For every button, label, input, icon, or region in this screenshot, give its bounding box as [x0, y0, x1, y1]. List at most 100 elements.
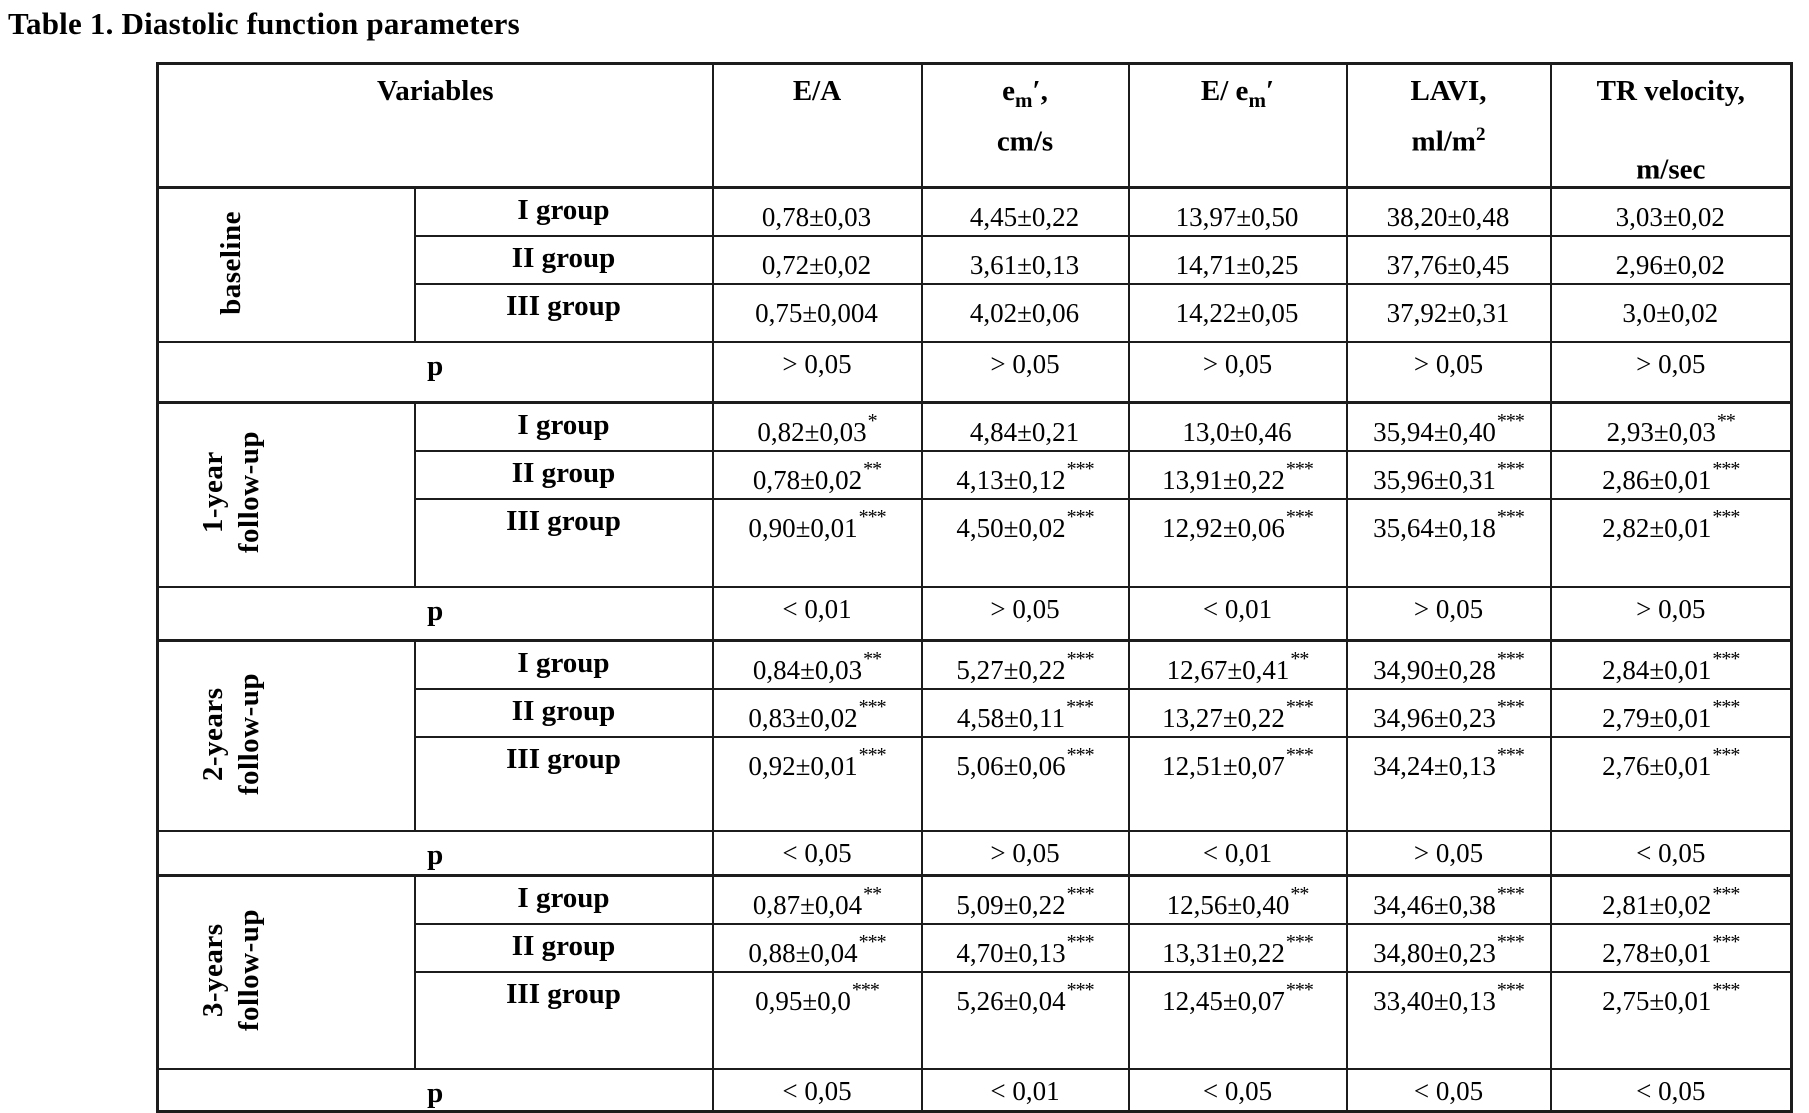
col-header-em: em′, cm/s — [920, 62, 1130, 189]
value-cell: 4,45±0,22 — [920, 186, 1130, 238]
significance-stars: *** — [1496, 696, 1525, 719]
value-cell: 3,0±0,02 — [1549, 283, 1793, 344]
group-cell: II group — [413, 688, 714, 739]
value-cell: 34,80±0,23*** — [1345, 922, 1552, 973]
significance-stars: *** — [1066, 505, 1095, 528]
value-text: 3,0±0,02 — [1622, 298, 1719, 329]
value-cell: 2,76±0,01*** — [1549, 736, 1793, 833]
p-value-cell: > 0,05 — [1549, 341, 1793, 404]
value-cell: 12,67±0,41** — [1127, 639, 1348, 691]
section-label-followup-1y: 1-year follow-up — [156, 401, 416, 588]
p-label-cell: p — [156, 585, 714, 642]
value-text: 2,76±0,01 — [1602, 751, 1712, 782]
col-header-text: LAVI, — [1410, 75, 1487, 107]
value-cell: 13,27±0,22*** — [1127, 688, 1348, 739]
value-text: 34,80±0,23 — [1373, 937, 1496, 968]
value-text: 13,27±0,22 — [1162, 703, 1285, 734]
value-text: 0,78±0,02 — [752, 464, 863, 495]
value-cell: 5,09±0,22*** — [920, 874, 1130, 925]
value-text: 34,96±0,23 — [1373, 703, 1496, 734]
value-cell: 33,40±0,13*** — [1345, 970, 1552, 1070]
significance-stars: * — [867, 409, 878, 432]
section-label-line: follow-up — [233, 672, 266, 796]
value-cell: 5,06±0,06*** — [920, 736, 1130, 833]
p-value-cell: > 0,05 — [920, 830, 1130, 877]
value-cell: 0,88±0,04*** — [711, 922, 923, 973]
value-text: 4,02±0,06 — [969, 298, 1080, 329]
significance-stars: *** — [858, 744, 887, 767]
value-cell: 37,76±0,45 — [1345, 235, 1552, 286]
significance-stars: *** — [1712, 457, 1740, 480]
significance-stars: ** — [1716, 409, 1736, 432]
value-cell: 0,82±0,03* — [711, 401, 923, 452]
value-cell: 34,24±0,13*** — [1345, 736, 1552, 833]
value-text: 2,93±0,03 — [1606, 416, 1716, 447]
value-cell: 5,26±0,04*** — [920, 970, 1130, 1070]
p-row: p < 0,05 < 0,01 < 0,05 < 0,05 < 0,05 — [156, 1067, 1793, 1113]
p-value-cell: < 0,01 — [920, 1067, 1130, 1113]
group-row: III group 0,75±0,004 4,02±0,06 14,22±0,05 37… — [158, 283, 1793, 344]
significance-stars: *** — [1285, 930, 1314, 953]
value-text: 13,97±0,50 — [1175, 202, 1299, 233]
value-text: 0,83±0,02 — [748, 703, 858, 734]
group-cell: I group — [413, 401, 714, 452]
value-cell: 0,84±0,03** — [711, 639, 923, 691]
value-text: 4,84±0,21 — [969, 416, 1080, 447]
value-cell: 4,02±0,06 — [920, 283, 1130, 344]
value-text: 0,92±0,01 — [748, 751, 858, 782]
significance-stars: *** — [1712, 648, 1740, 671]
value-cell: 3,61±0,13 — [920, 235, 1130, 286]
value-text: 37,92±0,31 — [1386, 298, 1510, 329]
value-cell: 12,92±0,06*** — [1127, 497, 1348, 588]
value-text: 4,45±0,22 — [969, 202, 1080, 233]
value-text: 12,92±0,06 — [1162, 512, 1285, 543]
value-text: 0,82±0,03 — [757, 416, 867, 447]
col-header-text: TR velocity, — [1596, 75, 1745, 107]
significance-stars: *** — [1066, 978, 1095, 1001]
value-cell: 0,92±0,01*** — [711, 736, 923, 833]
p-value-cell: > 0,05 — [1127, 341, 1348, 404]
group-cell: II group — [413, 235, 714, 286]
group-cell: I group — [413, 874, 714, 925]
col-header-line1: LAVI, — [1349, 73, 1549, 118]
significance-stars: *** — [851, 978, 880, 1001]
value-cell: 13,0±0,46 — [1127, 401, 1348, 452]
p-row: p > 0,05 > 0,05 > 0,05 > 0,05 > 0,05 — [156, 341, 1793, 404]
value-text: 35,96±0,31 — [1373, 464, 1496, 495]
group-cell: I group — [413, 186, 714, 238]
value-cell: 14,71±0,25 — [1127, 235, 1348, 286]
value-text: 3,61±0,13 — [969, 250, 1080, 281]
significance-stars: *** — [1496, 978, 1525, 1001]
value-text: 2,86±0,01 — [1602, 464, 1712, 495]
group-cell: I group — [413, 639, 714, 691]
col-header-ea: E/A — [711, 62, 923, 189]
value-cell: 2,84±0,01*** — [1549, 639, 1793, 691]
significance-stars: *** — [858, 930, 887, 953]
col-header-tr-velocity: TR velocity, m/sec — [1549, 62, 1793, 189]
value-cell: 0,78±0,02** — [711, 449, 923, 500]
significance-stars: *** — [1285, 978, 1314, 1001]
col-header-text: E/A — [792, 75, 842, 107]
value-text: 0,95±0,0 — [755, 985, 851, 1016]
value-cell: 5,27±0,22*** — [920, 639, 1130, 691]
group-cell: III group — [413, 283, 714, 344]
value-text: 2,81±0,02 — [1602, 889, 1712, 920]
section-label-text: 3-years follow-up — [195, 909, 267, 1031]
value-cell: 3,03±0,02 — [1549, 186, 1793, 238]
col-header-unit-text: ml/m — [1411, 125, 1476, 158]
significance-stars: ** — [863, 882, 882, 905]
significance-stars: *** — [1066, 457, 1095, 480]
value-text: 37,76±0,45 — [1386, 250, 1510, 281]
col-header-prime: ′ — [1265, 75, 1275, 107]
value-text: 4,70±0,13 — [956, 937, 1066, 968]
value-cell: 0,95±0,0*** — [711, 970, 923, 1070]
section-label-line: follow-up — [233, 908, 266, 1032]
value-text: 35,64±0,18 — [1373, 512, 1496, 543]
significance-stars: ** — [1290, 882, 1309, 905]
significance-stars: *** — [1712, 930, 1740, 953]
col-header-lavi: LAVI, ml/m2 — [1345, 62, 1552, 189]
section-label-line: 3-years — [197, 923, 230, 1017]
col-header-line1: em′, — [924, 73, 1127, 118]
significance-stars: *** — [1496, 409, 1525, 432]
p-label-cell: p — [156, 341, 714, 404]
